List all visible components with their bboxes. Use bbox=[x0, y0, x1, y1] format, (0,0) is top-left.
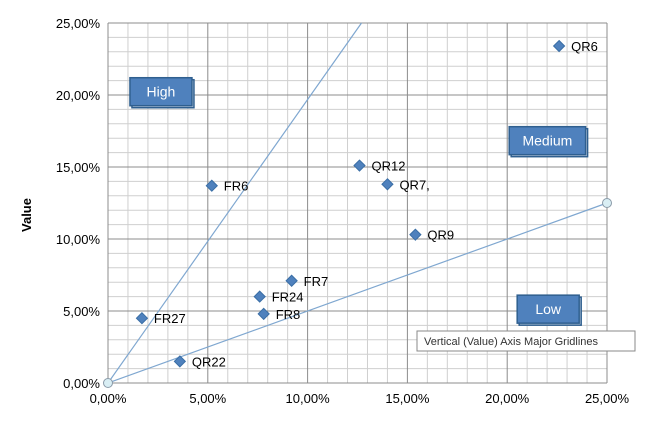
x-axis-tick-labels: 0,00% 5,00% 10,00% 15,00% 20,00% 25,00% bbox=[90, 391, 630, 406]
data-point-marker bbox=[173, 355, 187, 368]
data-point-label: FR6 bbox=[224, 179, 249, 194]
data-point-marker bbox=[257, 307, 270, 321]
x-tick-label: 15,00% bbox=[385, 391, 430, 406]
x-tick-label: 0,00% bbox=[90, 391, 127, 406]
data-point-label: FR7 bbox=[304, 274, 329, 289]
data-point-marker bbox=[409, 228, 422, 241]
region-label-text: Medium bbox=[522, 133, 572, 149]
reference-line-endpoint bbox=[602, 198, 612, 208]
region-label-text: Low bbox=[535, 301, 562, 317]
y-tick-label: 20,00% bbox=[56, 88, 101, 103]
data-point-marker bbox=[253, 290, 266, 303]
region-label-box bbox=[129, 76, 193, 107]
data-point-label: QR9 bbox=[427, 228, 454, 243]
data-point-label: FR27 bbox=[154, 311, 186, 326]
region-label-box bbox=[508, 125, 587, 156]
data-point-marker bbox=[552, 39, 566, 53]
reference-line bbox=[107, 22, 362, 384]
region-label-box bbox=[516, 294, 580, 324]
y-tick-label: 10,00% bbox=[56, 232, 101, 247]
data-point-label: FR24 bbox=[272, 290, 304, 305]
region-label: Medium bbox=[508, 125, 589, 158]
y-tick-label: 5,00% bbox=[63, 304, 100, 319]
tooltip-box bbox=[416, 330, 636, 352]
data-point-marker bbox=[285, 274, 298, 287]
data-point-label: QR12 bbox=[371, 159, 405, 174]
gridline-tooltip: Vertical (Value) Axis Major Gridlines bbox=[416, 330, 636, 352]
tooltip-text: Vertical (Value) Axis Major Gridlines bbox=[424, 336, 599, 348]
x-tick-label: 10,00% bbox=[286, 391, 331, 406]
x-tick-label: 5,00% bbox=[189, 391, 226, 406]
y-tick-label: 15,00% bbox=[56, 160, 101, 175]
region-label: High bbox=[129, 76, 195, 109]
data-point-label: QR6 bbox=[571, 39, 598, 54]
x-tick-label: 25,00% bbox=[585, 391, 630, 406]
region-labels: High Medium Low bbox=[129, 76, 589, 326]
x-tick-label: 20,00% bbox=[485, 391, 530, 406]
data-point-marker bbox=[135, 311, 149, 325]
data-point-label: FR8 bbox=[276, 307, 301, 322]
data-point-marker bbox=[381, 178, 394, 191]
data-point-marker bbox=[353, 159, 366, 172]
reference-line-endpoint bbox=[103, 378, 113, 388]
y-tick-label: 25,00% bbox=[56, 16, 101, 31]
y-tick-label: 0,00% bbox=[63, 376, 100, 391]
data-point-label: QR7, bbox=[399, 177, 429, 192]
data-point-marker bbox=[205, 179, 218, 192]
y-axis-title: Value bbox=[19, 198, 34, 232]
region-label-text: High bbox=[147, 84, 176, 100]
reference-lines bbox=[103, 22, 612, 388]
data-point-label: QR22 bbox=[192, 354, 226, 369]
reference-line bbox=[107, 202, 608, 384]
region-label: Low bbox=[516, 294, 582, 326]
y-axis-tick-labels: 0,00% 5,00% 10,00% 15,00% 20,00% 25,00% bbox=[56, 16, 101, 391]
